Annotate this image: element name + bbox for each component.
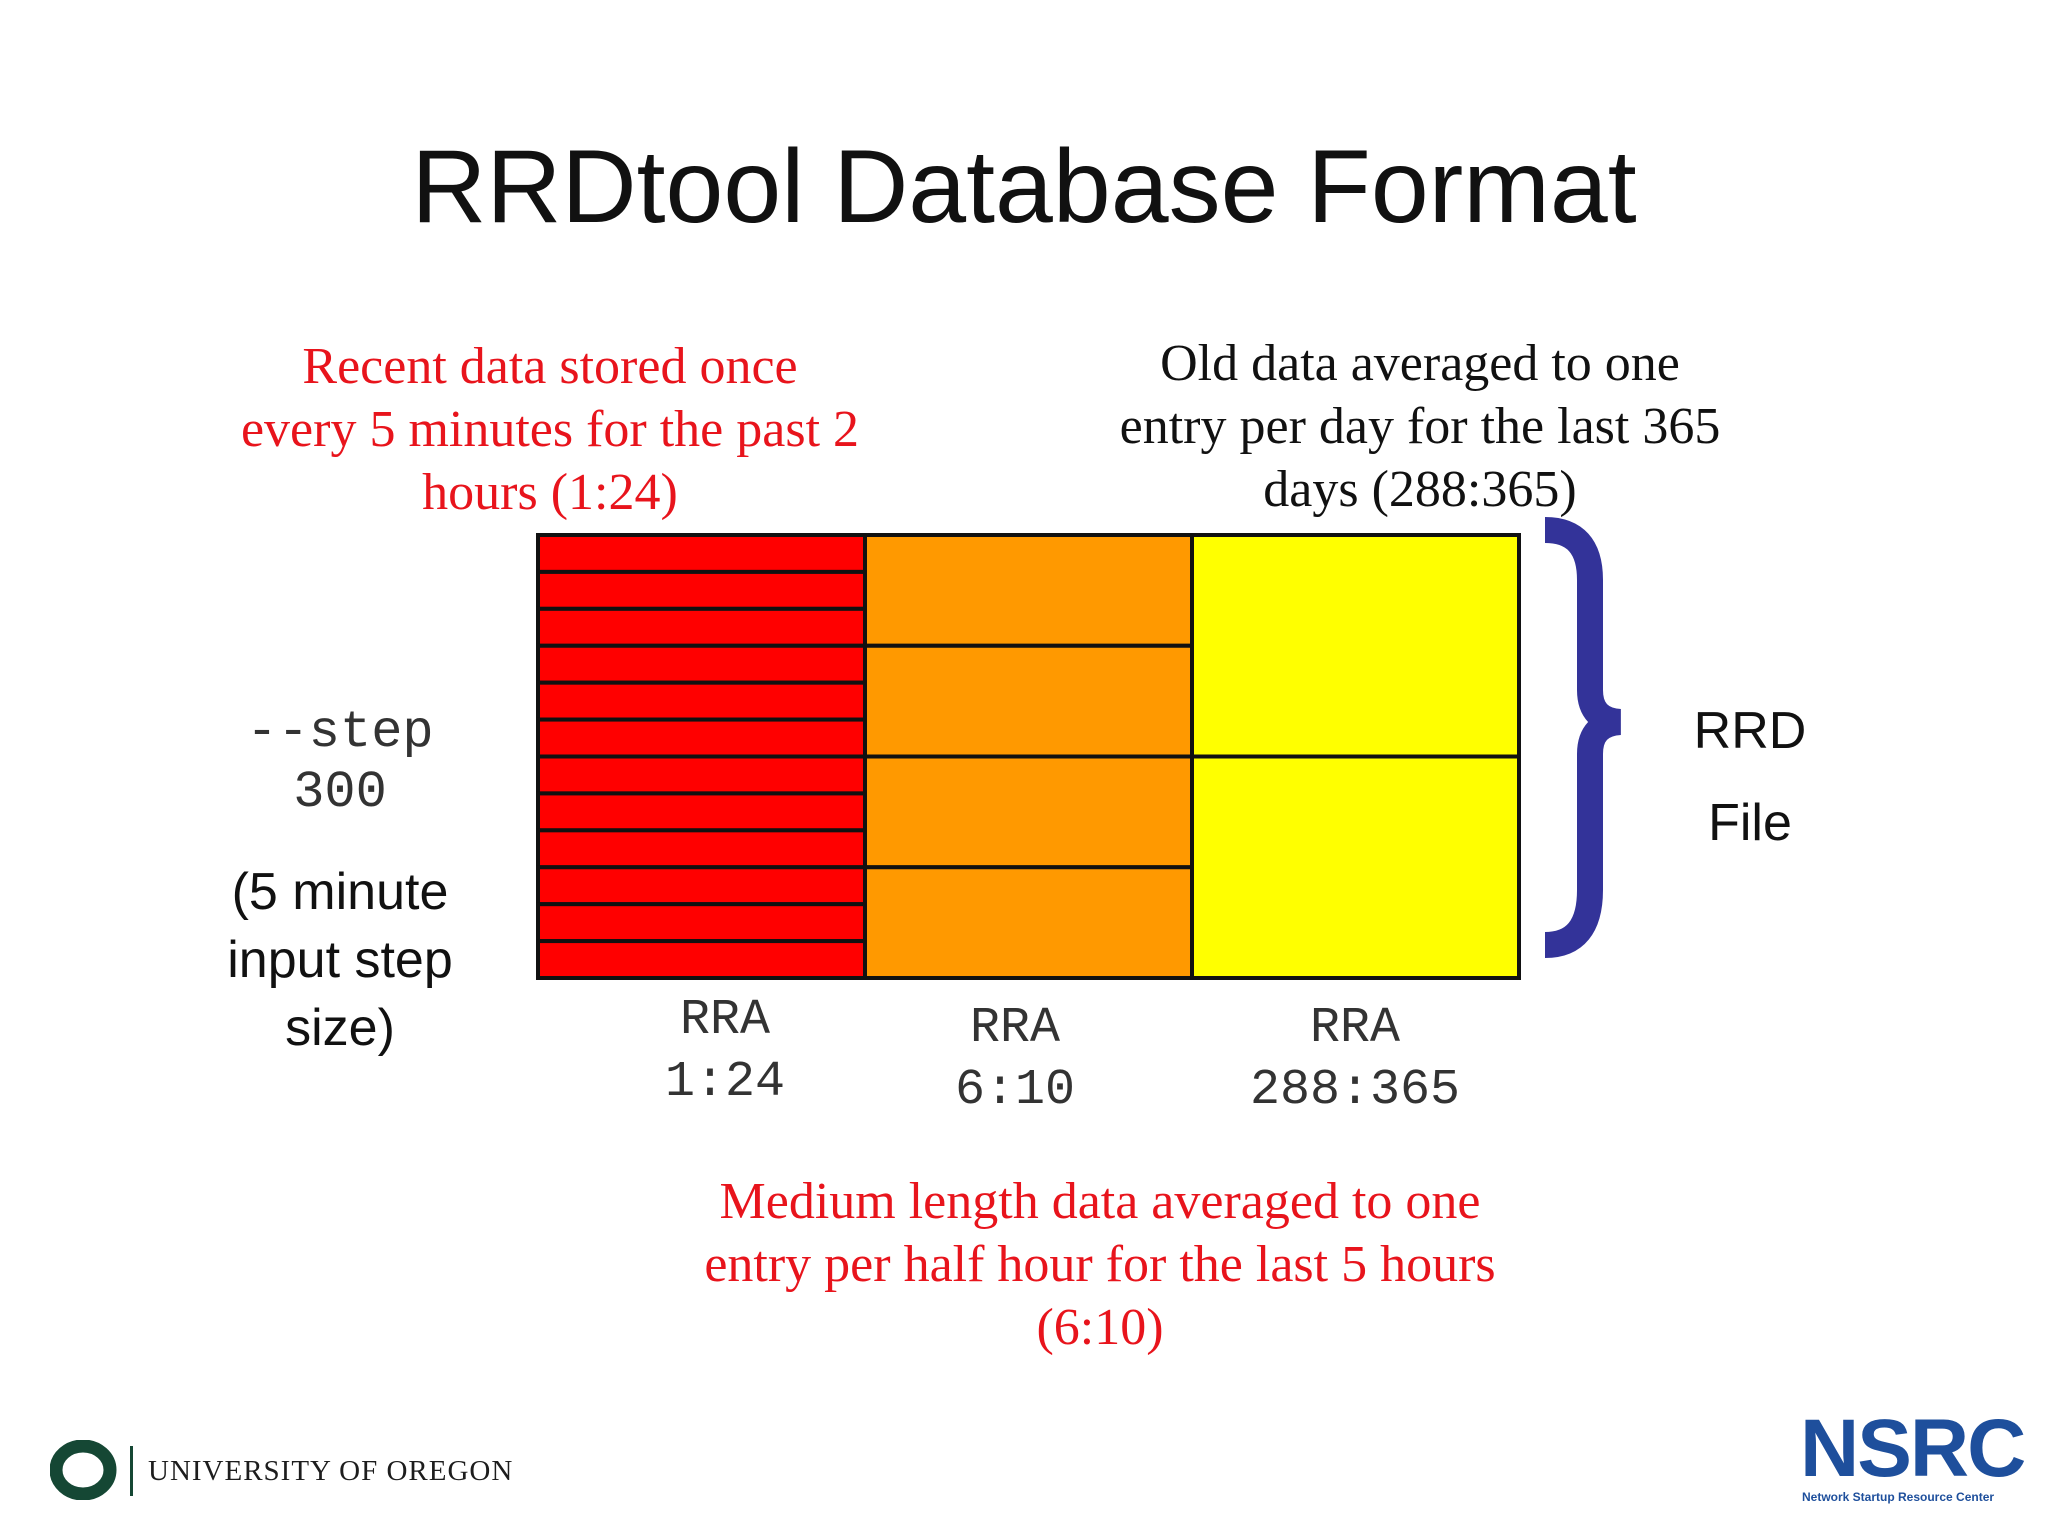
step-option-label: --step 300 — [200, 703, 480, 823]
rrd-file-line: File — [1708, 794, 1792, 852]
rra-cell — [536, 717, 867, 759]
rra-cell — [536, 569, 867, 611]
rrd-file-line: RRD — [1693, 702, 1807, 760]
university-name: UNIVERSITY OF OREGON — [148, 1455, 514, 1487]
rra-cell — [536, 533, 867, 574]
uo-logo-icon — [50, 1440, 117, 1500]
step-code-line: 300 — [293, 763, 387, 822]
recent-data-note: Recent data stored once every 5 minutes … — [180, 335, 920, 524]
old-note-line: entry per day for the last 365 — [1119, 398, 1721, 455]
rra-label-line: RRA — [679, 992, 770, 1049]
rra-label-line: 1:24 — [664, 1054, 786, 1111]
rra-cell — [536, 939, 867, 980]
medium-note-line: entry per half hour for the last 5 hours — [704, 1236, 1496, 1293]
rra-label-line: 6:10 — [954, 1062, 1076, 1119]
footer-divider — [130, 1446, 133, 1496]
curly-brace-icon — [1544, 517, 1622, 958]
slide-title: RRDtool Database Format — [411, 129, 1637, 245]
step-desc-line: size) — [285, 999, 395, 1057]
rra-label-1: RRA 1:24 — [625, 990, 825, 1114]
nsrc-wordmark: NSRC — [1800, 1403, 2026, 1494]
step-desc-line: input step — [227, 931, 453, 989]
rra-label-2: RRA 6:10 — [915, 998, 1115, 1122]
nsrc-tagline: Network Startup Resource Center — [1802, 1490, 1995, 1504]
rra-label-3: RRA 288:365 — [1205, 998, 1505, 1122]
recent-note-line: every 5 minutes for the past 2 — [240, 401, 860, 458]
rra-cell — [536, 606, 867, 648]
rra-cell — [536, 865, 867, 907]
old-data-note: Old data averaged to one entry per day f… — [1050, 332, 1790, 521]
old-note-line: days (288:365) — [1263, 461, 1577, 518]
step-desc-line: (5 minute — [231, 863, 449, 921]
recent-note-line: hours (1:24) — [422, 464, 678, 521]
rra-cell — [536, 754, 867, 796]
rra-cell — [863, 865, 1194, 980]
rra-cell — [536, 902, 867, 944]
rra-label-line: RRA — [969, 1000, 1060, 1057]
rra-cell — [1190, 754, 1521, 980]
rra-cell — [863, 643, 1194, 759]
rra-label-line: 288:365 — [1249, 1062, 1461, 1119]
rra-cell — [536, 680, 867, 722]
recent-note-line: Recent data stored once — [302, 338, 798, 395]
old-note-line: Old data averaged to one — [1160, 335, 1680, 392]
rra-cell — [863, 533, 1194, 648]
rra-cell — [1190, 533, 1521, 759]
rra-label-line: RRA — [1309, 1000, 1400, 1057]
rra-cell — [863, 754, 1194, 870]
step-code-line: --step — [246, 703, 434, 762]
rra-cell — [536, 828, 867, 870]
rra-cell — [536, 643, 867, 685]
medium-data-note: Medium length data averaged to one entry… — [620, 1170, 1580, 1359]
rra-cell — [536, 791, 867, 833]
step-description: (5 minute input step size) — [190, 858, 490, 1062]
medium-note-line: (6:10) — [1036, 1299, 1164, 1356]
rra-blocks — [536, 533, 1521, 980]
nsrc-logo: NSRC Network Startup Resource Center — [1800, 1408, 2026, 1508]
rrd-file-label: RRD File — [1650, 685, 1850, 869]
medium-note-line: Medium length data averaged to one — [719, 1173, 1481, 1230]
